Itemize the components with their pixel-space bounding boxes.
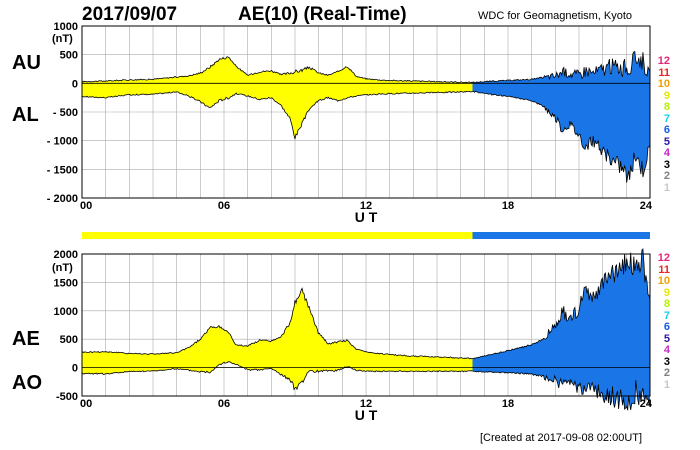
plot-frame xyxy=(81,253,651,397)
au-al-band-provisional xyxy=(82,56,473,140)
au-al-band-realtime xyxy=(472,51,650,183)
x-tick-label: 00 xyxy=(80,200,92,212)
created-timestamp: [Created at 2017-09-08 02:00UT] xyxy=(480,432,643,444)
station-legend-item: 7 xyxy=(663,309,670,322)
y-tick-label: 1000 xyxy=(54,21,78,33)
station-legend-item: 11 xyxy=(658,263,670,276)
ao-label: AO xyxy=(12,372,42,394)
station-legend-item: 6 xyxy=(663,124,670,136)
station-legend-item: 10 xyxy=(657,275,670,287)
x-tick-label: 24 xyxy=(640,200,653,212)
station-legend-item: 10 xyxy=(657,78,670,90)
station-legend-item: 2 xyxy=(663,170,670,182)
x-tick-label: 18 xyxy=(502,398,514,410)
station-legend-item: 8 xyxy=(663,101,670,113)
y-tick-label: 1500 xyxy=(54,277,78,289)
station-legend-item: 4 xyxy=(663,344,670,356)
x-tick-label: 00 xyxy=(80,398,92,410)
x-tick-label: 12 xyxy=(360,398,372,410)
unit-label-bottom: (nT) xyxy=(52,262,73,274)
y-tick-label: - 2000 xyxy=(47,193,78,205)
x-tick-label: 12 xyxy=(360,200,372,212)
y-tick-label: -500 xyxy=(56,391,78,403)
y-tick-label: 2000 xyxy=(54,249,78,261)
au-label: AU xyxy=(12,52,41,74)
x-axis-label: U T xyxy=(355,407,378,423)
al-label: AL xyxy=(12,104,39,126)
x-tick-label: 18 xyxy=(502,200,514,212)
y-tick-label: 1000 xyxy=(54,306,78,318)
ae-ao-band-realtime xyxy=(472,249,650,411)
station-legend-item: 1 xyxy=(663,181,670,194)
station-legend-item: 5 xyxy=(663,135,670,148)
plot-date: 2017/09/07 xyxy=(82,4,178,25)
y-tick-label: 500 xyxy=(60,334,78,346)
ae-series-line xyxy=(81,248,651,360)
x-tick-label: 06 xyxy=(218,398,230,410)
ao-series-line xyxy=(81,361,651,411)
status-strip-provisional xyxy=(82,232,473,239)
x-tick-label: 06 xyxy=(218,200,230,212)
station-legend-item: 6 xyxy=(663,321,670,333)
station-legend-item: 11 xyxy=(658,66,670,79)
au-series-line xyxy=(81,50,651,84)
station-legend-item: 5 xyxy=(663,332,670,345)
station-legend-item: 8 xyxy=(663,298,670,310)
y-tick-label: 0 xyxy=(72,363,78,375)
ae-label: AE xyxy=(12,328,40,350)
station-legend-item: 3 xyxy=(663,355,670,368)
station-legend-item: 7 xyxy=(663,112,670,125)
ae-ao-band-provisional xyxy=(82,288,473,390)
station-legend-item: 9 xyxy=(663,286,670,299)
x-tick-label: 24 xyxy=(640,398,653,410)
station-legend-item: 12 xyxy=(657,252,670,264)
y-tick-label: - 1500 xyxy=(47,164,78,176)
station-legend-item: 3 xyxy=(663,158,670,171)
unit-label-top: (nT) xyxy=(52,33,73,45)
data-source: WDC for Geomagnetism, Kyoto xyxy=(478,10,633,22)
plot-title: AE(10) (Real-Time) xyxy=(238,4,407,25)
status-strip-realtime xyxy=(472,232,650,239)
station-legend-item: 4 xyxy=(663,147,670,159)
y-tick-label: 500 xyxy=(60,50,78,62)
station-legend-item: 1 xyxy=(663,378,670,391)
al-series-line xyxy=(81,90,651,183)
x-axis-label: U T xyxy=(355,209,378,225)
y-tick-label: - 500 xyxy=(53,107,78,119)
station-legend-item: 2 xyxy=(663,367,670,379)
station-legend-item: 12 xyxy=(657,55,670,67)
y-tick-label: - 1000 xyxy=(47,136,78,148)
station-legend-item: 9 xyxy=(663,89,670,102)
plot-frame xyxy=(81,25,651,199)
y-tick-label: 0 xyxy=(72,78,78,90)
